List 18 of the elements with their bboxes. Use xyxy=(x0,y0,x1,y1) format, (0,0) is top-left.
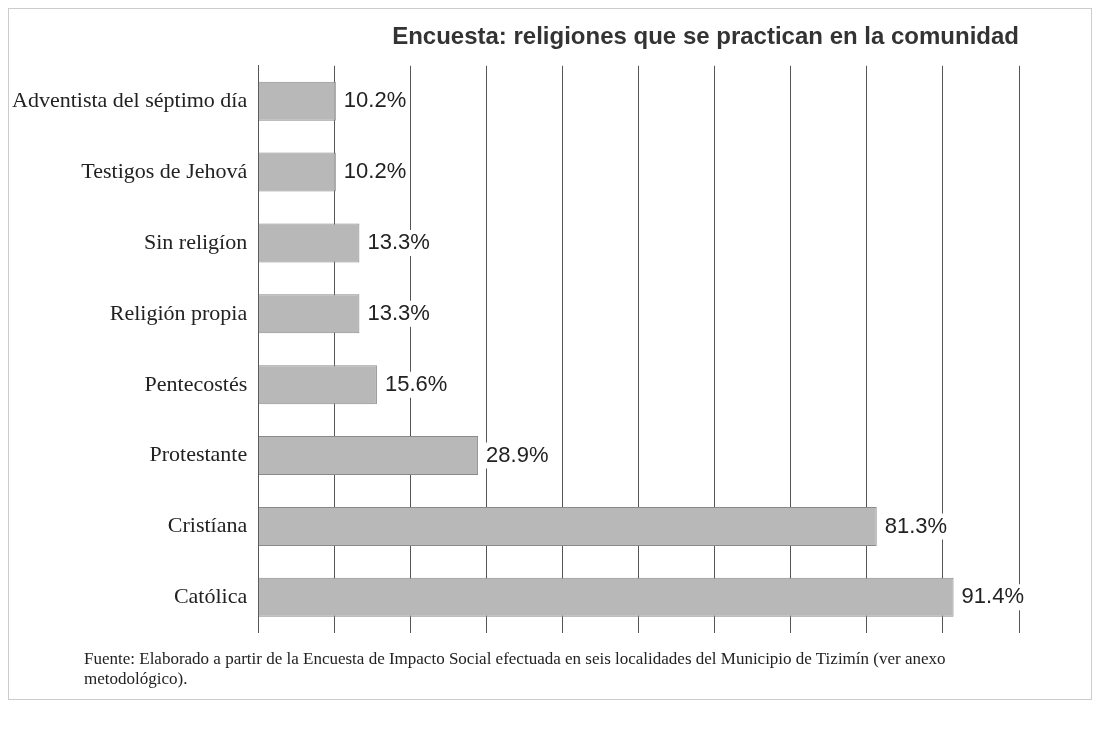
y-tick-label: Religión propia xyxy=(109,299,248,325)
data-label: 10.2% xyxy=(343,87,407,113)
source-note: Fuente: Elaborado a partir de la Encuesta de Impacto Social efectuada en seis localidades del Municipio de Tizimín (ver anexo metodológico). xyxy=(83,649,947,690)
data-label: 13.3% xyxy=(367,229,430,255)
y-tick-label: Católica xyxy=(173,583,248,609)
data-label: 91.4% xyxy=(961,583,1024,609)
data-label: 10.2% xyxy=(343,158,407,184)
chart-title: Encuesta: religiones que se practican en la comunidad xyxy=(392,22,1019,50)
data-label: 15.6% xyxy=(384,370,448,396)
y-tick-label: Adventista del séptimo día xyxy=(12,87,248,113)
y-tick-label: Cristíana xyxy=(167,512,248,538)
data-label: 28.9% xyxy=(486,441,549,467)
y-tick-label: Protestante xyxy=(149,441,248,467)
y-tick-label: Sin religíon xyxy=(143,228,248,254)
y-tick-label: Testigos de Jehová xyxy=(81,157,248,183)
y-tick-label: Pentecostés xyxy=(144,370,248,396)
data-label: 81.3% xyxy=(884,512,948,538)
data-label: 13.3% xyxy=(367,299,430,325)
